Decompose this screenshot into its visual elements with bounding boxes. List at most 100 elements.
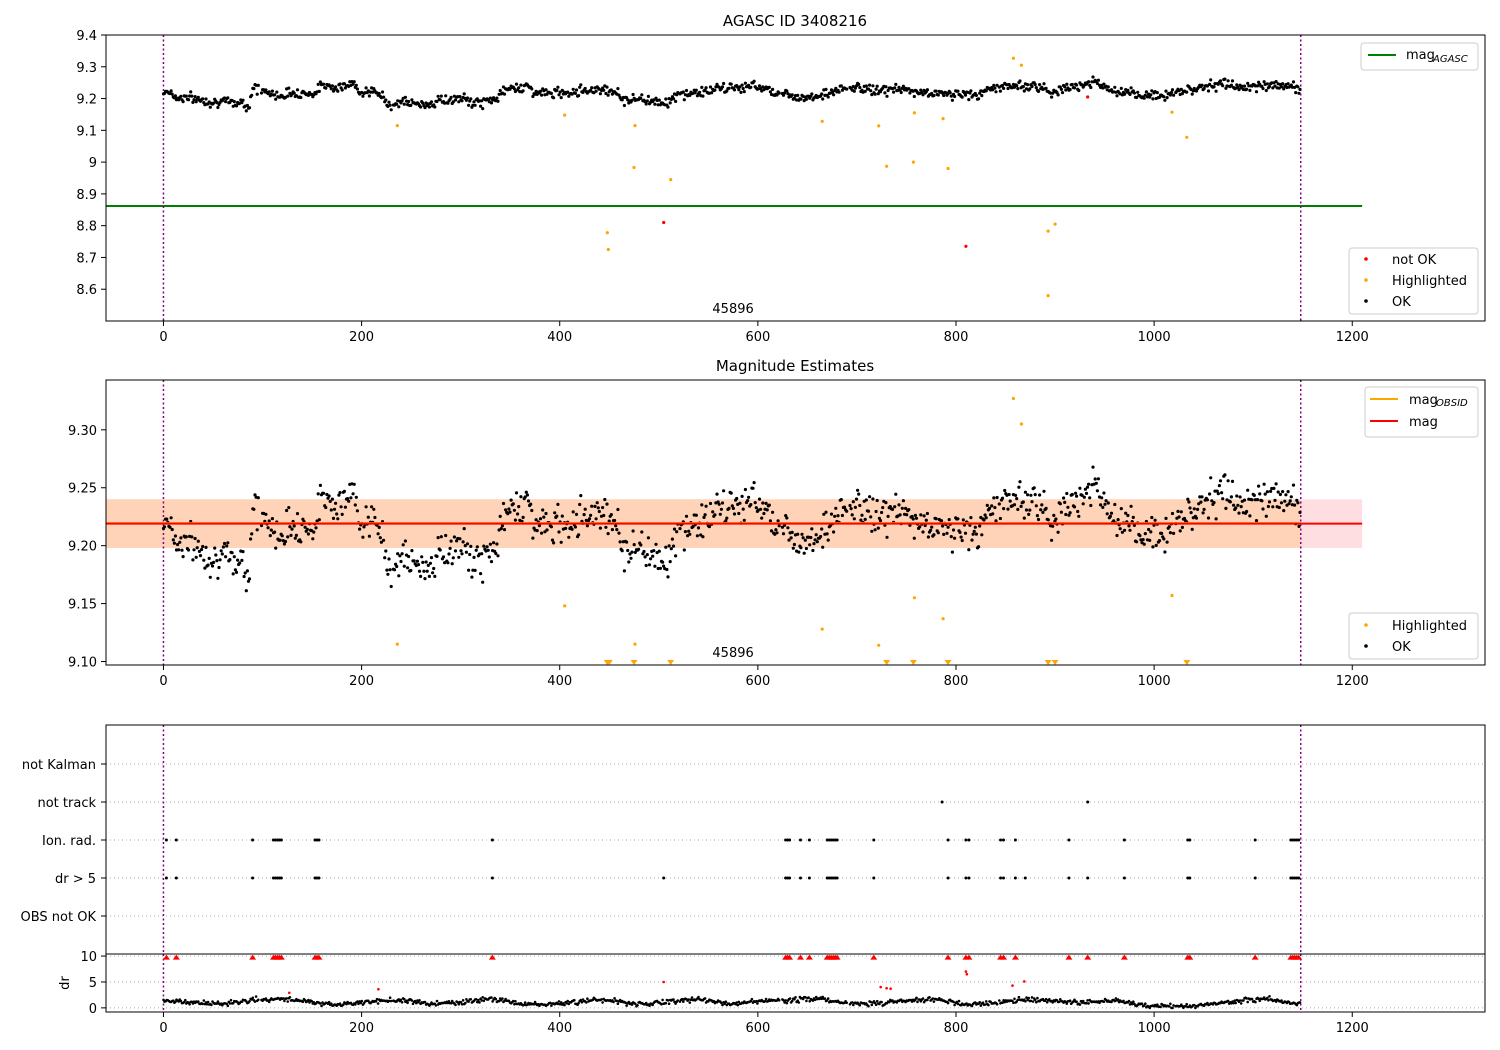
ok-point [385, 568, 389, 572]
ok-point [897, 503, 901, 507]
ok-point [781, 532, 786, 536]
ok-point [462, 92, 466, 96]
ok-point [1075, 83, 1079, 87]
ok-point [640, 93, 644, 97]
ok-point [643, 555, 647, 559]
ok-point [614, 524, 618, 528]
ok-point [1024, 508, 1029, 512]
ok-point [972, 529, 976, 534]
ok-point [1112, 519, 1116, 523]
ok-point [352, 482, 356, 486]
ok-point [1062, 496, 1066, 500]
ok-point [234, 104, 239, 108]
ok-point [1063, 85, 1067, 89]
ok-point [573, 525, 578, 529]
ok-point [1021, 85, 1025, 89]
dr-point [338, 1002, 342, 1005]
dr-point [823, 997, 827, 1000]
ok-point [255, 92, 259, 96]
ok-point [1261, 507, 1265, 511]
ok-point [492, 541, 496, 545]
ok-point [742, 90, 746, 94]
ok-point [1022, 516, 1026, 520]
dr-point [357, 1002, 360, 1006]
dr-point [1087, 1002, 1090, 1005]
ok-point [1209, 476, 1213, 480]
ok-point [521, 89, 525, 93]
dr-point [478, 1001, 481, 1004]
dr-point [672, 998, 675, 1001]
dr-point [826, 997, 830, 1000]
ok-point [513, 89, 518, 94]
ok-point [852, 517, 856, 521]
dr-outlier-point [889, 987, 892, 990]
dr-point [875, 999, 879, 1003]
dr-point [251, 996, 255, 1000]
dr-point [533, 1000, 537, 1004]
ok-point [169, 89, 173, 93]
ok-point [939, 519, 944, 523]
ok-point [973, 525, 977, 529]
ok-point [1058, 502, 1062, 506]
ok-point [555, 88, 559, 92]
ok-point [1094, 481, 1098, 485]
flag-point [999, 838, 1003, 842]
ok-point [925, 88, 930, 92]
ok-point [370, 505, 374, 509]
ok-point [373, 515, 377, 520]
dr-point [601, 1001, 604, 1004]
ok-point [974, 93, 979, 97]
ok-point [993, 86, 997, 90]
ok-point [538, 89, 543, 93]
flag-point [1253, 876, 1257, 880]
ok-point [208, 575, 212, 579]
flag-point [317, 876, 321, 880]
ok-point [190, 94, 194, 98]
ok-point [594, 89, 598, 93]
highlighted-point [395, 124, 399, 128]
ok-point [1282, 87, 1286, 91]
dr-point [749, 999, 753, 1003]
dr-point [482, 999, 486, 1003]
dr-point [736, 1003, 739, 1007]
ok-point [240, 101, 244, 105]
dr-point [405, 999, 408, 1003]
dr-point [869, 1000, 872, 1004]
ok-point [1192, 507, 1196, 511]
ok-point [1214, 517, 1218, 521]
dr-point [984, 1000, 988, 1003]
ok-point [421, 101, 425, 105]
panel-magnitude-title: Magnitude Estimates [716, 357, 874, 375]
highlighted-point [1019, 63, 1024, 67]
ok-point [419, 574, 423, 579]
ok-point [698, 90, 702, 94]
ok-point [587, 517, 592, 521]
ok-point [460, 552, 464, 556]
ok-point [368, 90, 373, 94]
ok-point [210, 564, 215, 568]
ok-point [460, 99, 464, 103]
dr-point [1142, 1004, 1146, 1007]
ok-point [540, 531, 544, 535]
dr-point [1075, 1000, 1078, 1003]
ok-point [743, 487, 748, 492]
ok-point [336, 517, 340, 521]
dr-point [1048, 998, 1051, 1001]
ok-point [470, 575, 474, 579]
flag-point [872, 876, 876, 880]
dr-point [1030, 996, 1034, 999]
ok-point [362, 525, 366, 529]
x-tick-label: 800 [944, 1021, 969, 1036]
ok-point [1151, 545, 1155, 549]
ok-point [945, 531, 949, 535]
ok-point [800, 532, 804, 536]
ok-point [796, 532, 800, 536]
dr-point [228, 1002, 232, 1005]
flag-point [1253, 838, 1257, 842]
ok-point [299, 540, 303, 544]
ok-point [1179, 87, 1183, 91]
ok-point [1091, 465, 1095, 469]
ok-point [495, 542, 499, 546]
ok-point [230, 551, 234, 555]
ok-point [429, 100, 434, 104]
